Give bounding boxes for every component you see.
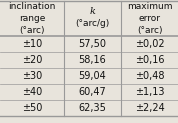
Text: ±0,02: ±0,02	[135, 39, 164, 49]
Text: 58,16: 58,16	[79, 55, 106, 65]
Bar	[0, 1, 64, 116]
Text: inclination
range
(°arc): inclination range (°arc)	[8, 2, 56, 35]
Text: ±40: ±40	[22, 87, 42, 97]
Text: 60,47: 60,47	[79, 87, 106, 97]
Text: ±0,16: ±0,16	[135, 55, 164, 65]
Text: ±20: ±20	[22, 55, 42, 65]
Text: ±0,48: ±0,48	[135, 71, 164, 81]
Text: k: k	[90, 7, 96, 16]
Text: (°arc/g): (°arc/g)	[75, 19, 110, 28]
Text: 59,04: 59,04	[79, 71, 106, 81]
Text: ±10: ±10	[22, 39, 42, 49]
Text: ±2,24: ±2,24	[135, 103, 164, 113]
Text: 57,50: 57,50	[78, 39, 107, 49]
Text: maximum
error
(°arc): maximum error (°arc)	[127, 2, 172, 35]
Bar	[121, 1, 178, 116]
Text: ±1,13: ±1,13	[135, 87, 164, 97]
Text: ±50: ±50	[22, 103, 42, 113]
Bar	[64, 1, 121, 116]
Text: 62,35: 62,35	[79, 103, 106, 113]
Text: ±30: ±30	[22, 71, 42, 81]
